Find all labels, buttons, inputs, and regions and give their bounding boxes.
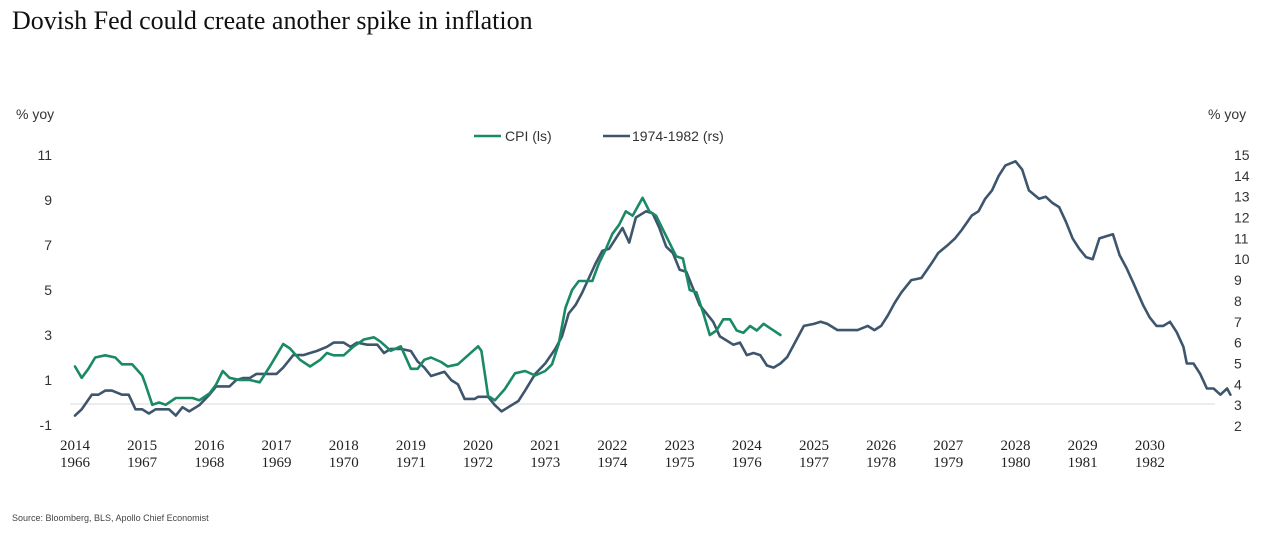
x-bottom-tick-label: 1974 [597,455,628,471]
x-top-tick-label: 2016 [194,438,225,454]
left-tick-label: 3 [44,327,52,343]
series-line-cpi [73,196,782,407]
legend: CPI (ls) 1974-1982 (rs) [474,128,724,144]
x-bottom-tick-label: 1975 [665,455,695,471]
right-tick-label: 5 [1234,355,1242,371]
right-tick-label: 4 [1234,376,1242,392]
x-bottom-tick-label: 1970 [329,455,359,471]
series-layer [73,160,1232,417]
left-tick-label: 1 [44,372,52,388]
left-axis-ticks: -1 1 3 5 7 9 11 [37,147,52,433]
x-bottom-tick-label: 1971 [396,455,426,471]
x-top-tick-label: 2023 [665,438,695,454]
chart-title: Dovish Fed could create another spike in… [12,6,533,35]
right-tick-label: 14 [1234,168,1250,184]
x-axis-top-labels: 2014 2015 2016 2017 2018 2019 2020 2021 2022 2023… [60,438,1165,454]
x-top-tick-label: 2028 [1000,438,1030,454]
right-tick-label: 6 [1234,335,1242,351]
right-tick-label: 12 [1234,210,1250,226]
x-bottom-tick-label: 1981 [1068,455,1098,471]
left-axis-unit: % yoy [16,106,54,122]
x-bottom-tick-label: 1979 [933,455,963,471]
legend-label-cpi: CPI (ls) [505,128,552,144]
x-bottom-tick-label: 1973 [530,455,560,471]
x-top-tick-label: 2021 [530,438,560,454]
x-top-tick-label: 2019 [396,438,426,454]
right-tick-label: 3 [1234,397,1242,413]
left-tick-label: 9 [44,192,52,208]
x-axis-bottom-labels: 1966 1967 1968 1969 1970 1971 1972 1973 1974 1975… [60,455,1165,471]
x-top-tick-label: 2026 [866,438,897,454]
x-top-tick-label: 2015 [127,438,157,454]
right-axis-unit: % yoy [1208,106,1246,122]
x-bottom-tick-label: 1972 [463,455,493,471]
x-top-tick-label: 2030 [1135,438,1165,454]
x-bottom-tick-label: 1966 [60,455,91,471]
right-tick-label: 9 [1234,272,1242,288]
left-tick-label: 11 [37,147,52,163]
x-top-tick-label: 2024 [732,438,763,454]
right-tick-label: 10 [1234,251,1250,267]
x-top-tick-label: 2020 [463,438,493,454]
source-note: Source: Bloomberg, BLS, Apollo Chief Eco… [12,513,209,523]
x-top-tick-label: 2014 [60,438,91,454]
right-tick-label: 7 [1234,314,1242,330]
right-tick-label: 15 [1234,147,1250,163]
right-tick-label: 13 [1234,189,1250,205]
right-tick-label: 8 [1234,293,1242,309]
x-bottom-tick-label: 1967 [127,455,158,471]
x-top-tick-label: 2027 [933,438,964,454]
x-top-tick-label: 2017 [262,438,293,454]
x-bottom-tick-label: 1982 [1135,455,1165,471]
x-top-tick-label: 2025 [799,438,829,454]
x-top-tick-label: 2022 [597,438,627,454]
x-bottom-tick-label: 1980 [1000,455,1030,471]
x-top-tick-label: 2029 [1068,438,1098,454]
x-bottom-tick-label: 1968 [194,455,224,471]
right-tick-label: 11 [1234,230,1249,246]
right-tick-label: 2 [1234,418,1242,434]
series-line-1974-1982 [73,160,1232,417]
x-bottom-tick-label: 1977 [799,455,830,471]
legend-label-1974-1982: 1974-1982 (rs) [632,128,724,144]
x-bottom-tick-label: 1976 [732,455,763,471]
x-bottom-tick-label: 1969 [262,455,292,471]
left-tick-label: 5 [44,282,52,298]
right-axis-ticks: 2 3 4 5 6 7 8 9 10 11 12 13 14 15 [1234,147,1250,434]
left-tick-label: 7 [44,237,52,253]
left-tick-label: -1 [40,417,53,433]
x-top-tick-label: 2018 [329,438,359,454]
x-bottom-tick-label: 1978 [866,455,896,471]
